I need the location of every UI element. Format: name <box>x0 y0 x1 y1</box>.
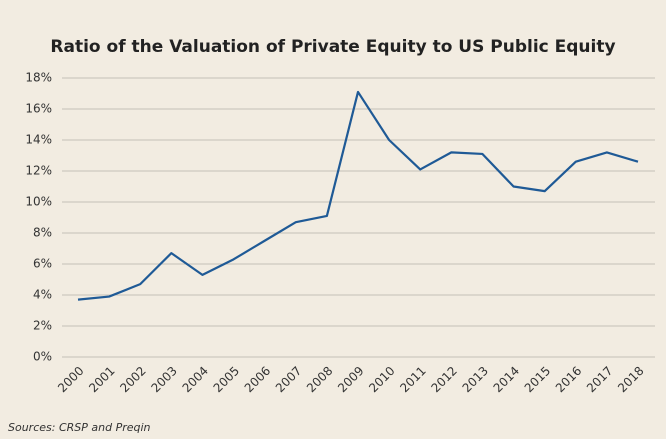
y-tick-label: 4% <box>33 288 52 302</box>
chart-title: Ratio of the Valuation of Private Equity… <box>50 37 615 57</box>
y-tick-label: 16% <box>25 102 52 116</box>
y-tick-label: 0% <box>33 350 52 364</box>
y-tick-label: 8% <box>33 226 52 240</box>
y-tick-label: 18% <box>25 71 52 85</box>
y-tick-label: 2% <box>33 319 52 333</box>
y-tick-label: 10% <box>25 195 52 209</box>
data-line <box>77 90 639 301</box>
y-tick-label: 12% <box>25 164 52 178</box>
y-tick-label: 14% <box>25 133 52 147</box>
source-note: Sources: CRSP and Preqin <box>8 421 151 434</box>
y-tick-label: 6% <box>33 257 52 271</box>
